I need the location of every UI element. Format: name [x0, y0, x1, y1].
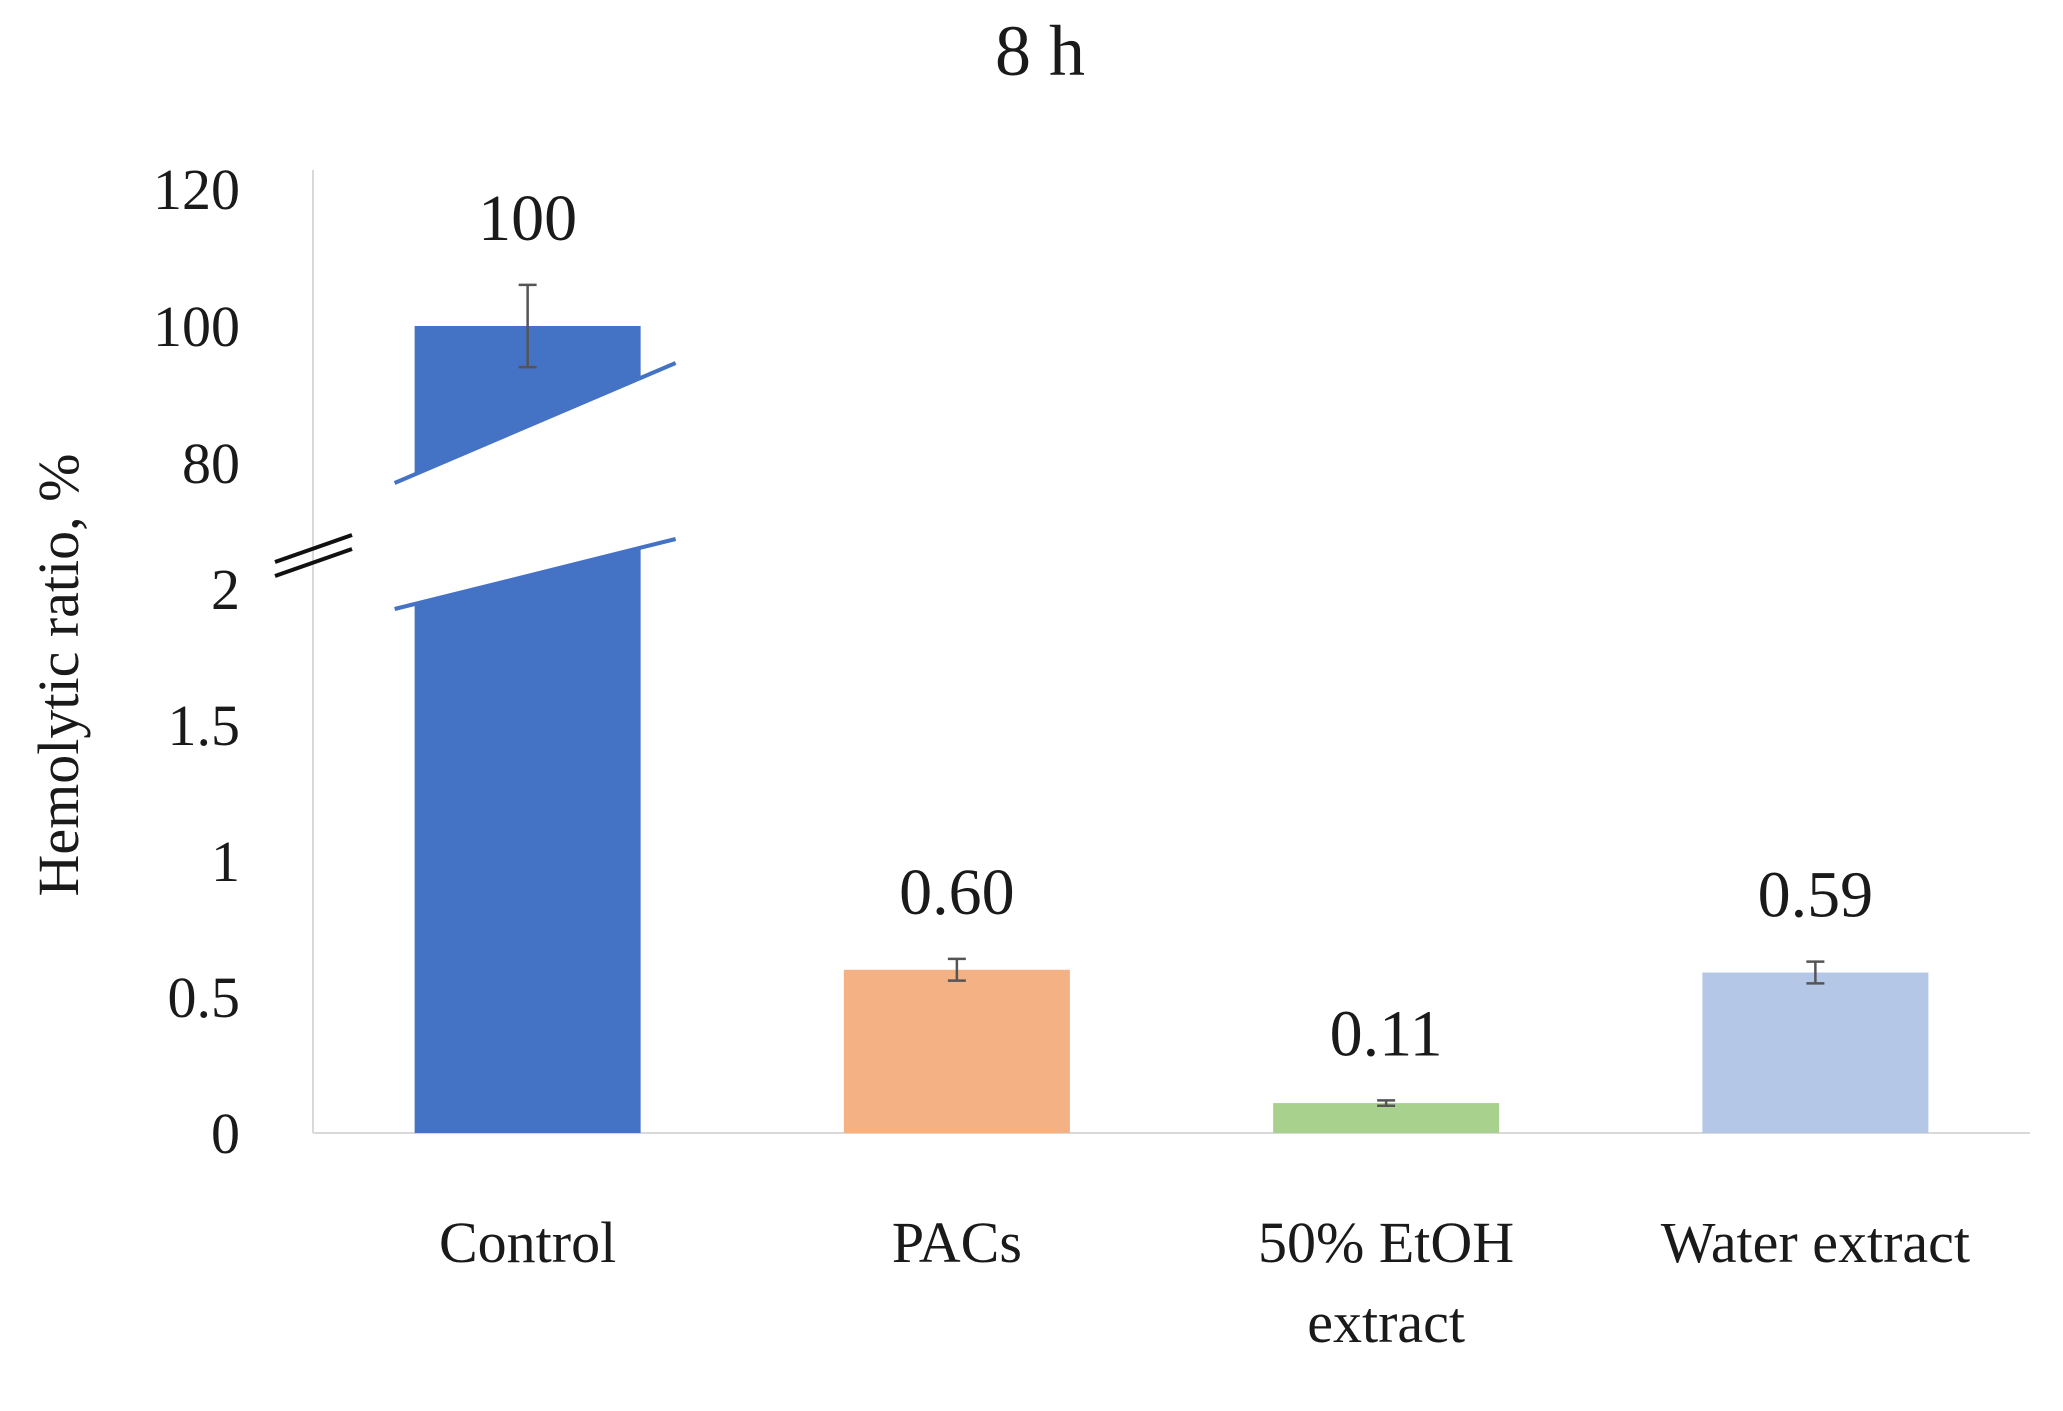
data-label: 100 — [478, 182, 577, 255]
data-label: 0.59 — [1758, 859, 1874, 932]
x-tick-label: 50% EtOH — [1258, 1210, 1514, 1275]
y-tick-label: 100 — [153, 294, 240, 359]
axis-break-mark — [274, 547, 353, 578]
bar — [1273, 1103, 1500, 1133]
x-tick-label: Control — [439, 1210, 616, 1275]
plot-area: 0 0.5 1 1.5 2 80 100 120 100 Control 0.60 PACs 0.11 5… — [153, 157, 1970, 1355]
y-tick-label: 80 — [182, 431, 240, 496]
bar — [843, 969, 1070, 1133]
y-tick-label: 0 — [211, 1101, 240, 1166]
x-tick-label: Water extract — [1661, 1210, 1970, 1275]
y-tick-label: 2 — [211, 557, 240, 622]
axis-break-gap — [394, 363, 676, 609]
y-tick-label: 120 — [153, 157, 240, 222]
y-tick-label: 0.5 — [168, 965, 241, 1030]
axis-break-line — [393, 361, 677, 485]
chart-title: 8 h — [995, 11, 1085, 91]
axis-break-mark — [274, 533, 353, 564]
axis-break-line — [394, 537, 677, 611]
data-label: 0.60 — [899, 856, 1015, 929]
x-tick-label: PACs — [892, 1210, 1022, 1275]
y-tick-label: 1 — [211, 829, 240, 894]
x-tick-label: extract — [1307, 1290, 1465, 1355]
data-label: 0.11 — [1330, 997, 1443, 1070]
y-axis-label: Hemolytic ratio, % — [26, 454, 91, 897]
y-tick-label: 1.5 — [168, 693, 241, 758]
bar — [1702, 972, 1929, 1133]
